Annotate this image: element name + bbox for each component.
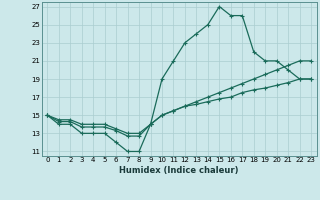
X-axis label: Humidex (Indice chaleur): Humidex (Indice chaleur)	[119, 166, 239, 175]
